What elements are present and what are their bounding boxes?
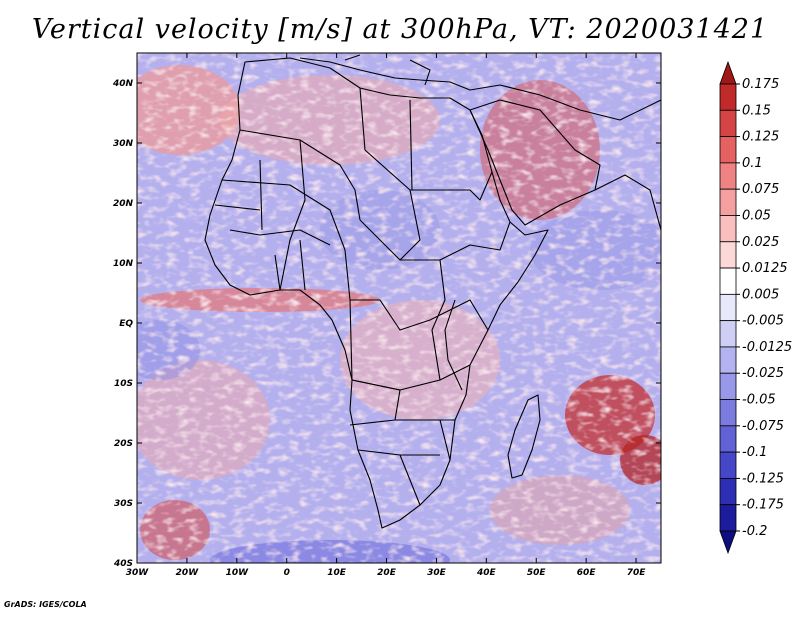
colorbar-label: 0.005 — [742, 287, 779, 302]
lon-tick-label: 30W — [126, 568, 150, 578]
colorbar-label: 0.15 — [742, 103, 771, 118]
colorbar: 0.175 0.15 0.125 0.1 0.075 0.05 0.025 0.0125 0.0… — [719, 60, 792, 555]
lat-tick-label: 10N — [113, 259, 134, 269]
colorbar-label: -0.0125 — [742, 340, 792, 355]
colorbar-label: -0.05 — [742, 393, 776, 408]
colorbar-swatch — [719, 372, 737, 400]
longitude-axis: 30W 20W 10W 0 10E 20E 30E 40E 50E 60E 70E — [126, 53, 646, 578]
latitude-axis: 40N 30N 20N 10N EQ 10S 20S 30S 40S — [112, 79, 661, 569]
map-title: Vertical velocity [m/s] at 300hPa, VT: 2… — [31, 14, 769, 45]
lat-tick-label: 20S — [114, 439, 133, 449]
colorbar-swatch — [719, 399, 737, 427]
lat-tick-label: EQ — [119, 319, 133, 329]
lon-tick-label: 60E — [577, 568, 597, 578]
lon-tick-label: 50E — [527, 568, 547, 578]
lat-tick-label: 40N — [112, 79, 134, 89]
lat-tick-label: 10S — [114, 379, 133, 389]
colorbar-label: -0.005 — [742, 314, 784, 329]
colorbar-label: -0.125 — [742, 471, 784, 486]
colorbar-swatch — [719, 293, 737, 322]
colorbar-swatch — [719, 346, 737, 374]
colorbar-label: 0.125 — [742, 130, 779, 145]
lon-tick-label: 40E — [476, 568, 497, 578]
colorbar-swatch — [719, 136, 737, 164]
country-outlines — [204, 54, 661, 529]
lat-tick-label: 30N — [113, 139, 134, 149]
lat-tick-label: 40S — [113, 559, 133, 569]
colorbar-swatch — [719, 188, 737, 216]
lon-tick-label: 10E — [327, 568, 347, 578]
lon-tick-label: 20W — [176, 568, 200, 578]
colorbar-swatch — [719, 162, 737, 190]
arabia-outline — [469, 99, 601, 226]
lon-tick-label: 0 — [284, 568, 290, 578]
colorbar-swatch — [719, 504, 737, 532]
colorbar-swatch — [719, 215, 737, 243]
colorbar-swatch — [719, 83, 737, 111]
madagascar-outline — [507, 394, 541, 479]
colorbar-label: 0.05 — [742, 208, 771, 223]
colorbar-label: -0.1 — [742, 445, 767, 460]
lon-tick-label: 30E — [427, 568, 447, 578]
colorbar-bottom-arrow — [719, 530, 737, 555]
colorbar-top-arrow — [719, 60, 737, 85]
map-frame — [136, 52, 662, 564]
colorbar-swatch — [719, 241, 737, 269]
colorbar-label: -0.175 — [742, 498, 784, 513]
colorbar-swatch — [719, 425, 737, 453]
lat-tick-label: 20N — [113, 199, 134, 209]
colorbar-swatch — [719, 267, 737, 295]
colorbar-label: 0.175 — [742, 77, 779, 92]
colorbar-label: 0.075 — [742, 182, 779, 197]
colorbar-label: 0.1 — [742, 156, 763, 171]
velocity-field — [137, 53, 661, 563]
colorbar-swatch — [719, 478, 737, 506]
colorbar-swatch — [719, 320, 737, 348]
credit-text: GrADS: IGES/COLA — [4, 600, 87, 609]
colorbar-swatch — [719, 109, 737, 137]
lon-tick-label: 20E — [377, 568, 397, 578]
colorbar-label: -0.075 — [742, 419, 784, 434]
lon-tick-label: 70E — [627, 568, 647, 578]
colorbar-label: -0.2 — [742, 524, 767, 539]
colorbar-swatch — [719, 451, 737, 479]
lat-tick-label: 30S — [114, 499, 133, 509]
colorbar-label: 0.025 — [742, 235, 779, 250]
lon-tick-label: 10W — [226, 568, 250, 578]
colorbar-label: 0.0125 — [742, 261, 788, 276]
colorbar-label: -0.025 — [742, 366, 784, 381]
